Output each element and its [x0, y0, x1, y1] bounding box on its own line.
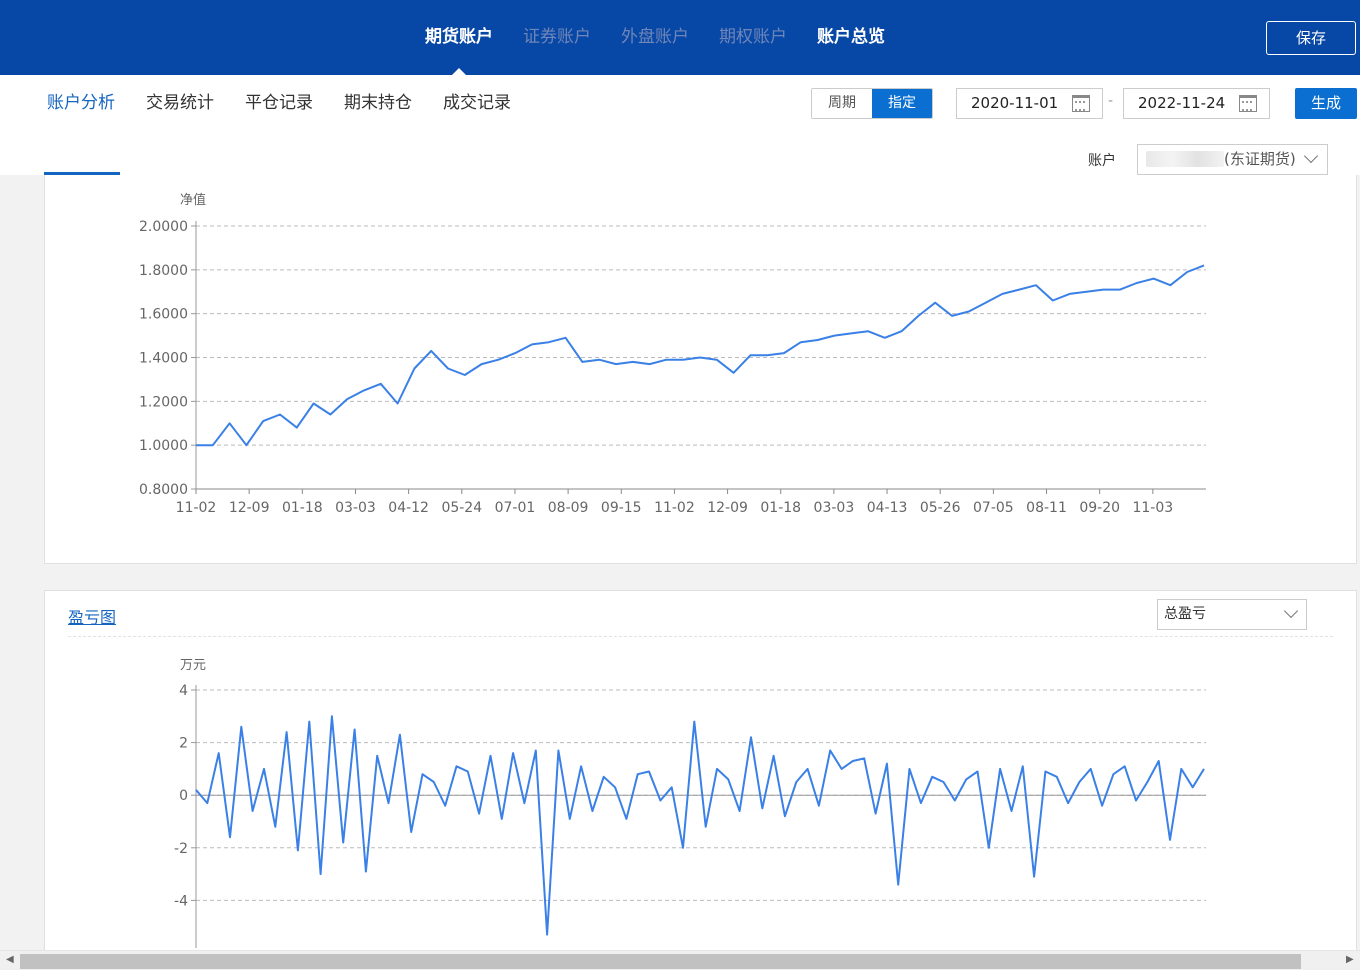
tab-label: 成交记录 [443, 93, 511, 113]
chevron-down-icon [1283, 603, 1299, 619]
calendar-icon[interactable] [1072, 95, 1090, 112]
tab-label: 期货账户 [425, 27, 493, 47]
top-navigation-bar: 期货账户 证券账户 外盘账户 期权账户 账户总览 保存 [0, 0, 1360, 75]
tab-label: 交易统计 [146, 93, 214, 113]
date-mode-toggle: 周期 指定 [811, 88, 933, 119]
chevron-down-icon [1303, 148, 1319, 164]
tab-account-analysis[interactable]: 账户分析 [44, 75, 120, 175]
tab-label: 期末持仓 [344, 93, 412, 113]
account-select[interactable]: (东证期货) [1137, 144, 1328, 175]
start-date-value: 2020-11-01 [971, 94, 1059, 112]
tab-securities-account[interactable]: 证券账户 [508, 0, 606, 75]
account-type-tabs: 期货账户 证券账户 外盘账户 期权账户 账户总览 [410, 0, 900, 75]
net-value-panel [44, 175, 1357, 564]
tab-options-account[interactable]: 期权账户 [704, 0, 802, 75]
panel-divider [68, 636, 1333, 637]
scrollbar-thumb[interactable] [20, 954, 1301, 969]
pnl-chart-title[interactable]: 盈亏图 [68, 608, 117, 627]
date-separator: - [1108, 93, 1114, 109]
tab-label: 期权账户 [719, 27, 787, 47]
tab-close-records[interactable]: 平仓记录 [242, 75, 316, 175]
tab-label: 证券账户 [523, 27, 591, 47]
horizontal-scrollbar[interactable]: ◀ ▶ [0, 950, 1360, 970]
redacted-account-name [1146, 151, 1224, 167]
tab-trade-statistics[interactable]: 交易统计 [143, 75, 217, 175]
end-date-input[interactable]: 2022-11-24 [1123, 88, 1270, 119]
period-button[interactable]: 周期 [812, 89, 872, 118]
tab-label: 账户总览 [817, 27, 885, 47]
scroll-right-arrow-icon[interactable]: ▶ [1346, 954, 1354, 965]
account-label: 账户 [1088, 153, 1116, 169]
active-tab-underline [44, 172, 120, 175]
pnl-type-select[interactable]: 总盈亏 [1157, 599, 1307, 630]
tab-overseas-account[interactable]: 外盘账户 [606, 0, 704, 75]
account-broker: (东证期货) [1224, 150, 1296, 168]
tab-label: 账户分析 [47, 93, 115, 113]
tab-futures-account[interactable]: 期货账户 [410, 0, 508, 75]
active-tab-caret [452, 68, 466, 75]
analysis-tabs: 账户分析 交易统计 平仓记录 期末持仓 成交记录 [44, 75, 539, 175]
custom-range-button[interactable]: 指定 [872, 89, 932, 118]
tab-account-overview[interactable]: 账户总览 [802, 0, 900, 75]
save-button[interactable]: 保存 [1266, 21, 1356, 55]
pnl-type-value: 总盈亏 [1164, 606, 1206, 622]
end-date-value: 2022-11-24 [1138, 94, 1226, 112]
calendar-icon[interactable] [1239, 95, 1257, 112]
tab-label: 平仓记录 [245, 93, 313, 113]
start-date-input[interactable]: 2020-11-01 [956, 88, 1103, 119]
scroll-left-arrow-icon[interactable]: ◀ [6, 954, 14, 965]
tab-label: 外盘账户 [621, 27, 689, 47]
generate-button[interactable]: 生成 [1295, 88, 1357, 119]
tab-ending-positions[interactable]: 期末持仓 [341, 75, 415, 175]
tab-trade-records[interactable]: 成交记录 [440, 75, 514, 175]
pnl-panel [44, 590, 1357, 970]
